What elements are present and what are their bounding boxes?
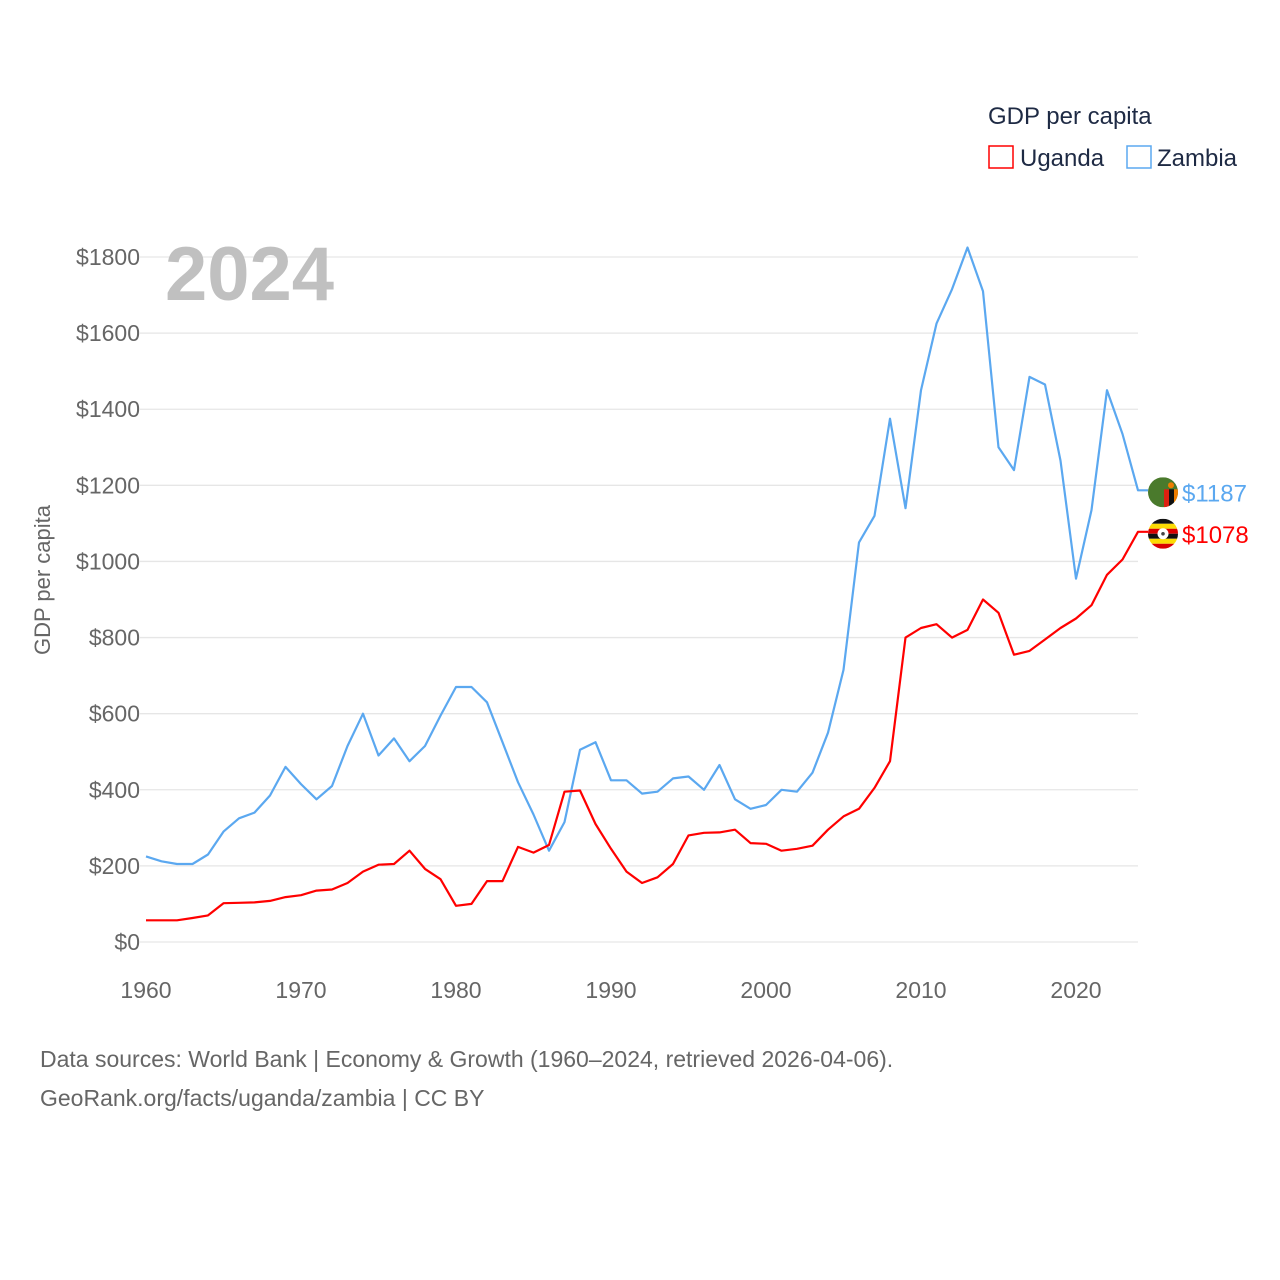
legend-swatch-zambia: [1126, 145, 1152, 169]
legend-label-uganda[interactable]: Uganda: [1020, 145, 1105, 172]
end-label-uganda: $1078: [1182, 522, 1249, 549]
x-tick-label: 1970: [275, 977, 326, 1003]
end-labels: $1187 $1078: [1148, 477, 1249, 549]
source-line: Data sources: World Bank | Economy & Gro…: [40, 1046, 894, 1072]
y-tick-label: $1600: [76, 320, 140, 346]
x-tick-label: 2020: [1050, 977, 1101, 1003]
y-tick-label: $1000: [76, 548, 140, 574]
end-label-zambia: $1187: [1182, 480, 1247, 507]
x-tick-label: 2000: [740, 977, 791, 1003]
year-label: 2024: [165, 232, 334, 317]
y-tick-label: $600: [89, 701, 140, 727]
legend-swatch-uganda: [988, 145, 1014, 169]
y-tick-label: $1800: [76, 244, 140, 270]
y-tick-label: $400: [89, 777, 140, 803]
legend-title: GDP per capita: [988, 103, 1152, 130]
y-tick-label: $1200: [76, 472, 140, 498]
y-tick-label: $200: [89, 853, 140, 879]
y-tick-label: $0: [114, 929, 140, 955]
series-line-zambia: [145, 246, 1148, 866]
y-axis-ticks: $0 $200 $400 $600 $800 $1000 $1200 $1400 $1600 $1…: [76, 244, 140, 955]
x-tick-label: 2010: [895, 977, 946, 1003]
uganda-flag-icon: [1148, 518, 1178, 549]
x-tick-label: 1960: [120, 977, 171, 1003]
x-axis-ticks: 1960 1970 1980 1990 2000 2010 2020: [120, 977, 1101, 1003]
legend-label-zambia[interactable]: Zambia: [1157, 145, 1238, 172]
attribution-line[interactable]: GeoRank.org/facts/uganda/zambia | CC BY: [40, 1085, 485, 1111]
zambia-flag-icon: [1148, 477, 1178, 508]
y-axis-label: GDP per capita: [30, 504, 55, 655]
x-tick-label: 1980: [430, 977, 481, 1003]
legend[interactable]: GDP per capita Uganda Zambia: [988, 103, 1238, 172]
series-lines: [145, 246, 1148, 922]
series-line-uganda: [146, 530, 1148, 922]
gridlines: [140, 256, 1138, 943]
y-tick-label: $800: [89, 625, 140, 651]
y-tick-label: $1400: [76, 396, 140, 422]
x-tick-label: 1990: [585, 977, 636, 1003]
